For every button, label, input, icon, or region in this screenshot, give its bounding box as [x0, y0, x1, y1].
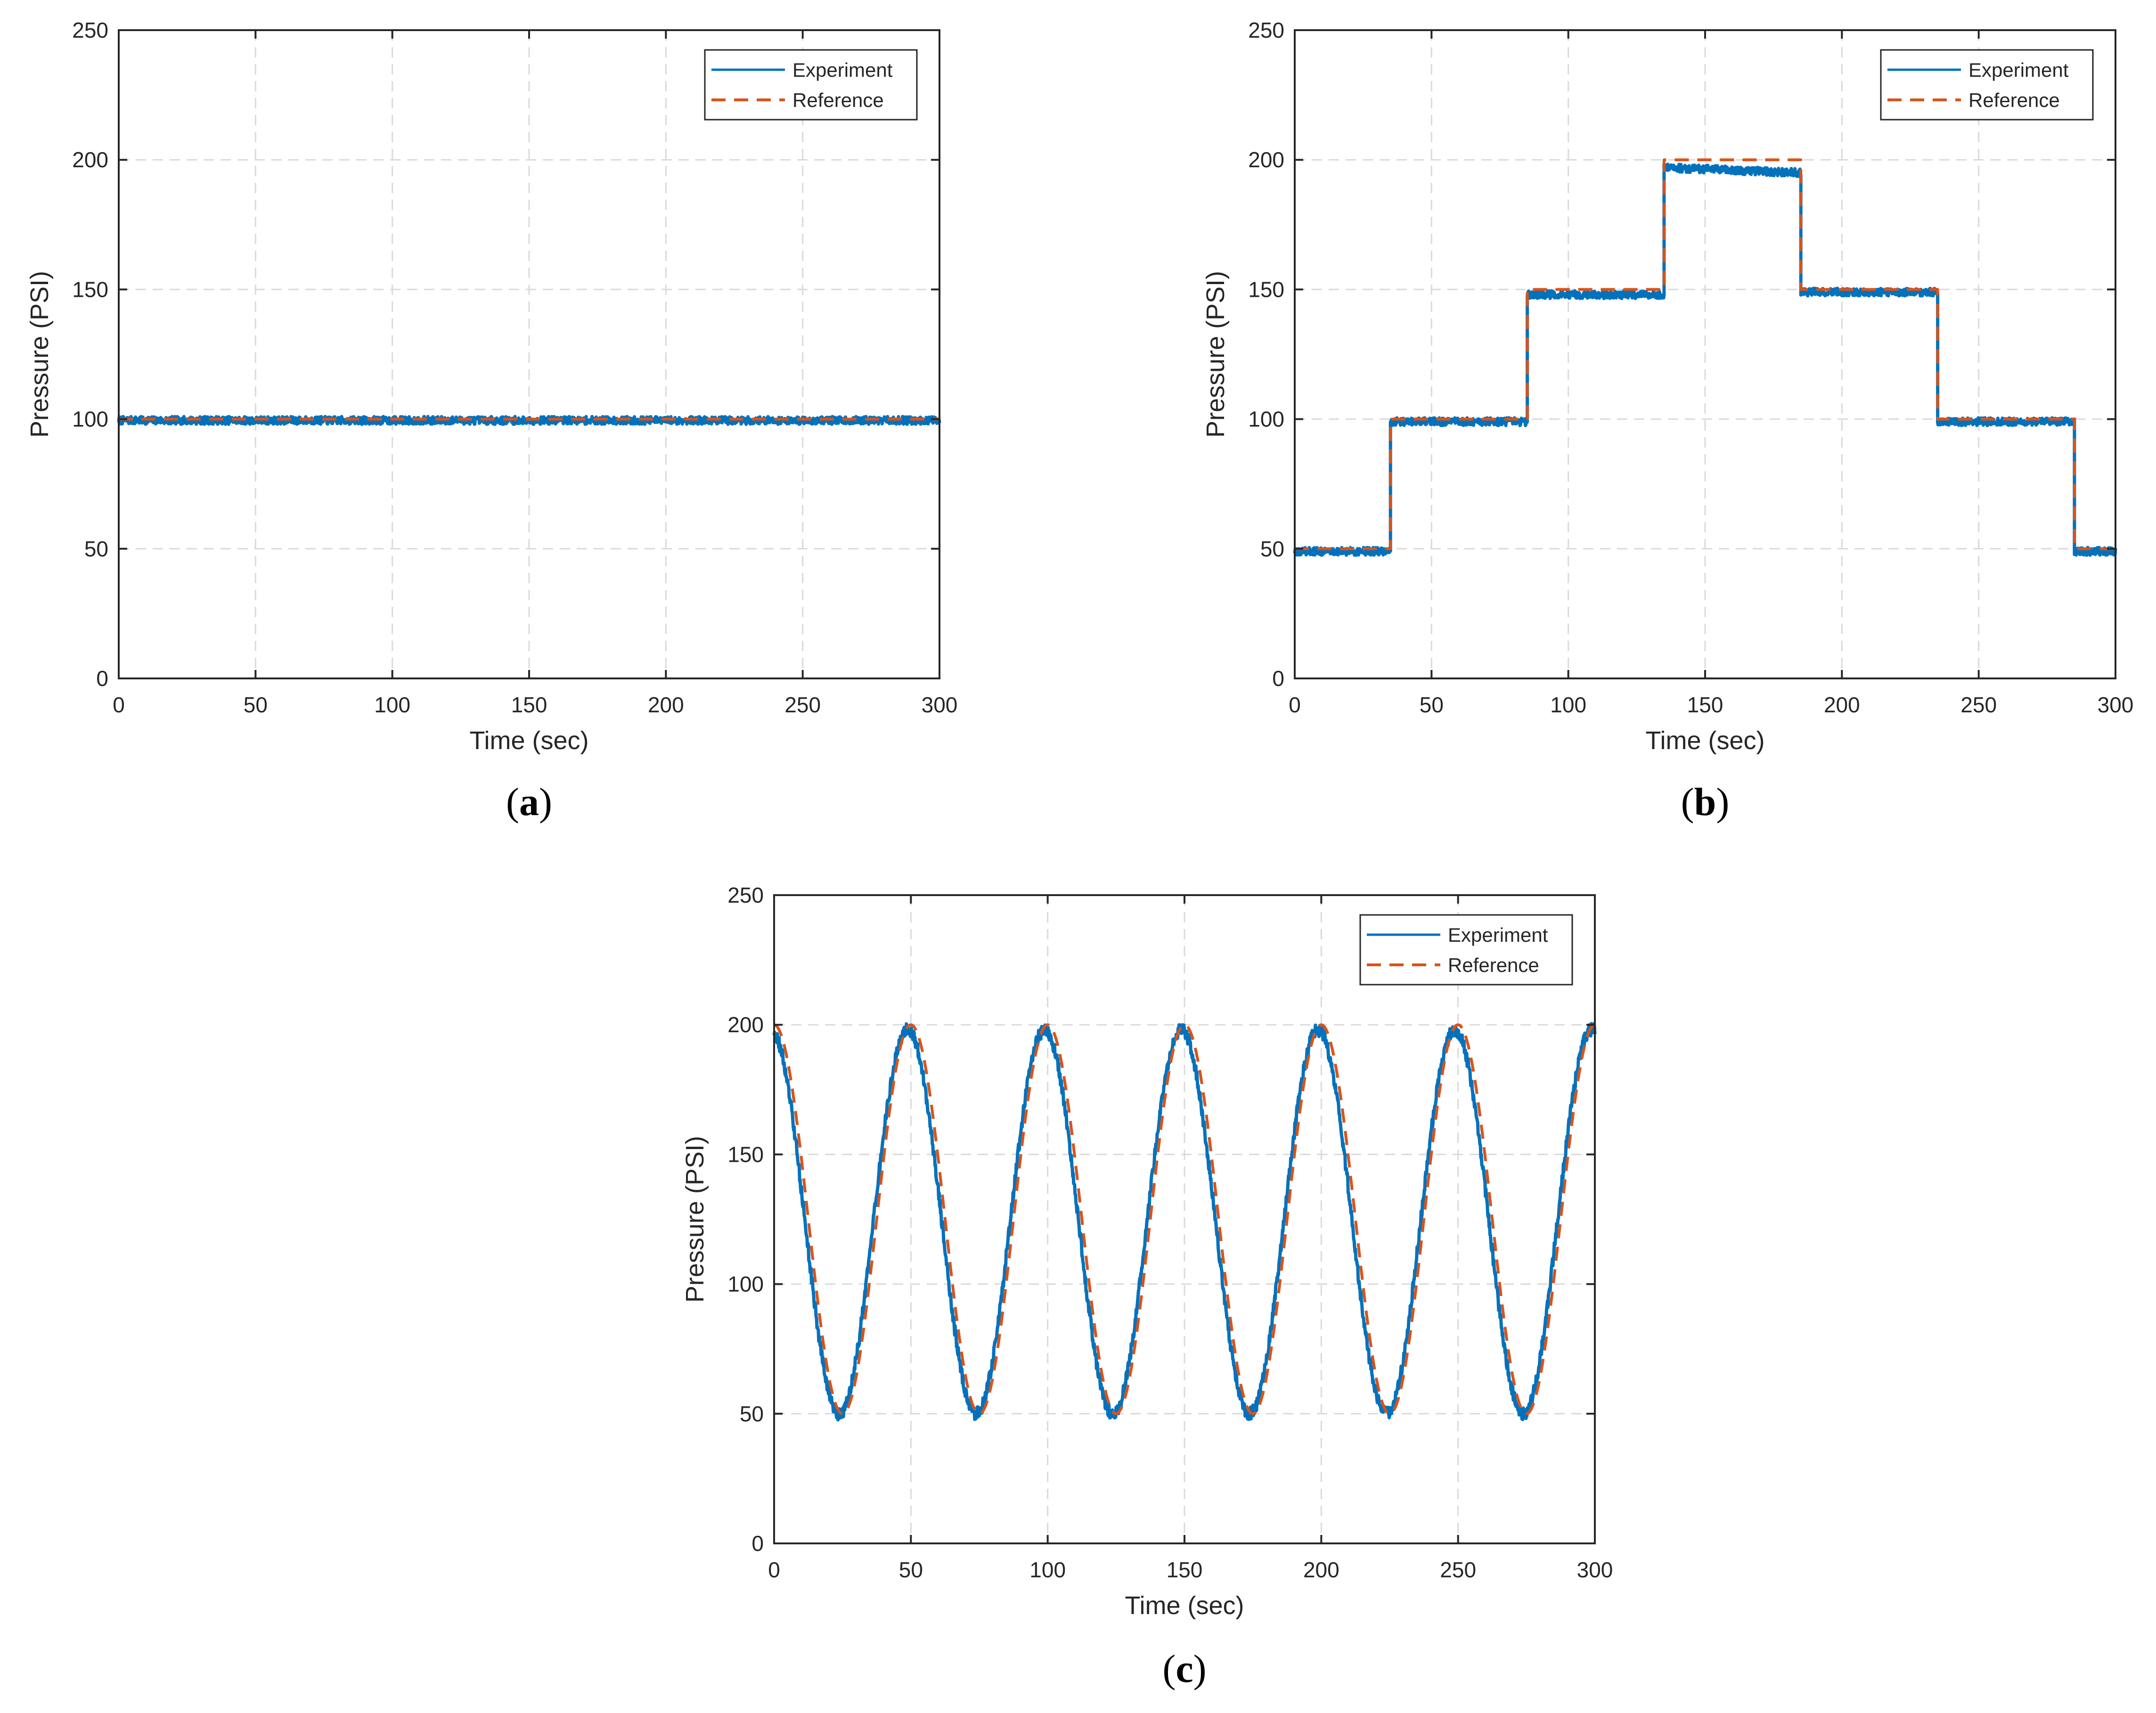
chart-panel-a: 0 50 100 150 200 250 300 0 50 100 150 200 250 Time (s… — [25, 18, 957, 824]
x-axis-label: Time (sec) — [470, 726, 589, 755]
y-tick-label: 250 — [1248, 18, 1284, 42]
legend-box — [704, 49, 918, 121]
series-line-experiment — [1293, 163, 2117, 557]
legend: Experiment Reference — [704, 49, 918, 121]
x-tick-label: 300 — [2098, 693, 2134, 717]
legend: Experiment Reference — [1880, 49, 2094, 121]
series-line-experiment — [772, 1022, 1597, 1422]
y-tick-label: 0 — [751, 1531, 764, 1556]
y-tick-label: 150 — [1248, 277, 1284, 302]
legend-box — [1880, 49, 2094, 121]
legend-label-experiment: Experiment — [792, 59, 893, 81]
y-tick-label: 100 — [1248, 407, 1284, 432]
x-tick-label: 150 — [511, 693, 547, 717]
x-tick-label: 300 — [922, 693, 958, 717]
x-tick-label: 50 — [244, 693, 268, 717]
chart-panel-b: 0 50 100 150 200 250 300 0 50 100 150 200 250 Time (s… — [1201, 18, 2133, 824]
grid — [119, 30, 939, 678]
x-tick-label: 100 — [374, 693, 410, 717]
y-axis-label: Pressure (PSI) — [1201, 271, 1230, 438]
chart-panel-c: 0 50 100 150 200 250 300 0 50 100 150 200 250 Time (s… — [681, 883, 1613, 1691]
x-tick-label: 50 — [1420, 693, 1444, 717]
x-tick-label: 300 — [1577, 1558, 1613, 1582]
y-tick-label: 50 — [84, 537, 108, 561]
y-tick-label: 50 — [1260, 537, 1284, 561]
series-line-reference — [1295, 158, 2115, 550]
legend-label-experiment: Experiment — [1968, 59, 2069, 81]
y-tick-label: 100 — [727, 1272, 764, 1297]
x-tick-label: 0 — [768, 1558, 780, 1582]
x-tick-label: 150 — [1167, 1558, 1203, 1582]
y-axis-label: Pressure (PSI) — [681, 1136, 709, 1303]
y-axis-label: Pressure (PSI) — [25, 271, 54, 438]
x-axis-label: Time (sec) — [1125, 1591, 1244, 1620]
y-tick-label: 200 — [72, 147, 108, 172]
y-tick-label: 0 — [96, 666, 108, 691]
legend-label-reference: Reference — [1968, 89, 2060, 111]
x-tick-label: 50 — [899, 1558, 923, 1582]
x-tick-label: 0 — [1289, 693, 1301, 717]
y-tick-label: 100 — [72, 407, 108, 432]
series-line-reference — [773, 1023, 1596, 1415]
y-tick-label: 150 — [727, 1142, 764, 1166]
y-tick-label: 50 — [740, 1402, 764, 1426]
legend-label-experiment: Experiment — [1448, 924, 1548, 946]
x-tick-label: 100 — [1029, 1558, 1066, 1582]
x-tick-label: 200 — [1303, 1558, 1339, 1582]
x-tick-label: 250 — [1960, 693, 1997, 717]
y-tick-label: 150 — [72, 277, 108, 302]
x-tick-label: 200 — [648, 693, 684, 717]
legend: Experiment Reference — [1359, 914, 1573, 986]
x-tick-label: 200 — [1824, 693, 1860, 717]
legend-box — [1359, 914, 1573, 986]
x-tick-label: 100 — [1550, 693, 1586, 717]
y-tick-label: 250 — [727, 883, 764, 907]
y-tick-label: 200 — [727, 1012, 764, 1037]
legend-label-reference: Reference — [792, 89, 884, 111]
x-tick-label: 150 — [1687, 693, 1723, 717]
panel-label: (b) — [1681, 780, 1730, 824]
x-tick-label: 250 — [1440, 1558, 1476, 1582]
y-tick-label: 200 — [1248, 147, 1284, 172]
panel-label: (a) — [506, 780, 552, 824]
x-tick-label: 250 — [784, 693, 821, 717]
x-tick-label: 0 — [113, 693, 125, 717]
legend-label-reference: Reference — [1448, 954, 1539, 976]
panel-label: (c) — [1162, 1647, 1206, 1691]
y-tick-label: 250 — [72, 18, 108, 42]
x-axis-label: Time (sec) — [1646, 726, 1765, 755]
y-tick-label: 0 — [1272, 666, 1284, 691]
